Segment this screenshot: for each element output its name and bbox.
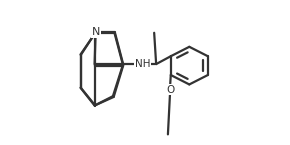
Text: N: N <box>91 27 100 37</box>
Text: O: O <box>166 85 174 95</box>
Text: NH: NH <box>135 59 151 69</box>
